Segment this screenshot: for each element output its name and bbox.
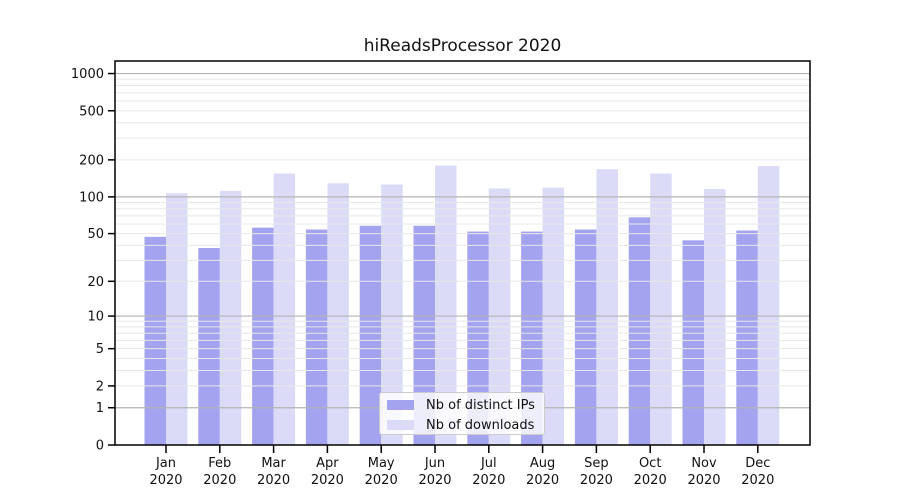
x-tick-label-month: Nov xyxy=(691,456,717,471)
bar-feb-ips xyxy=(198,248,220,445)
bar-apr-ips xyxy=(305,229,328,445)
legend-label-downloads: Nb of downloads xyxy=(426,417,535,433)
bar-dec-downloads xyxy=(757,166,780,445)
x-tick-label-year: 2020 xyxy=(687,473,720,488)
bar-may-ips xyxy=(359,225,382,445)
plot-border xyxy=(114,60,811,446)
bar-jan-downloads xyxy=(166,193,188,445)
x-tick-label-year: 2020 xyxy=(365,473,398,488)
chart-title: hiReadsProcessor 2020 xyxy=(363,36,562,56)
x-tick-label-year: 2020 xyxy=(580,473,613,488)
bar-sep-downloads xyxy=(596,169,618,445)
bar-nov-ips xyxy=(682,240,704,445)
x-tick-label-year: 2020 xyxy=(311,473,344,488)
x-tick-label-month: Apr xyxy=(316,456,339,471)
bar-jan-ips xyxy=(144,236,166,445)
x-tick-label-year: 2020 xyxy=(203,473,236,488)
bar-jun-ips xyxy=(413,225,435,445)
bar-aug-ips xyxy=(521,231,543,445)
y-tick-label: 50 xyxy=(87,227,104,242)
y-tick-label: 0 xyxy=(96,439,104,454)
bar-jul-ips xyxy=(467,231,489,445)
x-tick-label-year: 2020 xyxy=(634,473,667,488)
x-tick-label-year: 2020 xyxy=(418,473,451,488)
x-tick-label-month: Dec xyxy=(745,456,770,471)
y-tick-label: 1000 xyxy=(71,67,104,82)
legend-row-distinct-ips: Nb of distinct IPs xyxy=(387,395,544,415)
x-tick-label-month: Jan xyxy=(155,456,176,471)
x-tick-label-month: Mar xyxy=(261,456,286,471)
x-tick-label-year: 2020 xyxy=(526,473,559,488)
y-tick-label: 5 xyxy=(96,342,104,357)
bar-oct-ips xyxy=(628,217,651,445)
bar-apr-downloads xyxy=(327,183,349,445)
x-tick-label-month: Jun xyxy=(424,456,445,471)
y-tick-label: 500 xyxy=(79,104,104,119)
bar-dec-ips xyxy=(736,230,758,445)
x-tick-label-month: Sep xyxy=(584,456,609,471)
bar-sep-ips xyxy=(574,229,597,445)
x-tick-label-month: Oct xyxy=(639,456,661,471)
bar-oct-downloads xyxy=(650,173,672,445)
legend: Nb of distinct IPs Nb of downloads xyxy=(379,392,545,435)
x-tick-label-month: Feb xyxy=(208,456,231,471)
legend-row-downloads: Nb of downloads xyxy=(387,415,544,435)
bar-nov-downloads xyxy=(704,188,726,445)
legend-swatch-distinct-ips xyxy=(387,400,414,410)
y-tick-label: 2 xyxy=(96,379,104,394)
x-tick-label-year: 2020 xyxy=(149,473,182,488)
y-tick-label: 20 xyxy=(87,275,104,290)
bar-mar-downloads xyxy=(273,173,296,445)
legend-swatch-downloads xyxy=(387,420,414,430)
bar-feb-downloads xyxy=(219,190,242,445)
bar-may-downloads xyxy=(381,184,403,445)
legend-label-distinct-ips: Nb of distinct IPs xyxy=(426,397,535,413)
bar-jul-downloads xyxy=(488,188,511,445)
bar-mar-ips xyxy=(252,227,274,445)
x-tick-label-month: Aug xyxy=(530,456,555,471)
x-tick-label-month: Jul xyxy=(480,456,497,471)
y-tick-label: 200 xyxy=(79,153,104,168)
x-tick-label-year: 2020 xyxy=(257,473,290,488)
bar-jun-downloads xyxy=(435,165,457,445)
y-tick-label: 1 xyxy=(96,401,104,416)
y-tick-label: 10 xyxy=(87,310,104,325)
x-tick-label-year: 2020 xyxy=(741,473,774,488)
x-tick-label-year: 2020 xyxy=(472,473,505,488)
x-tick-label-month: May xyxy=(368,456,395,471)
y-tick-label: 100 xyxy=(79,190,104,205)
